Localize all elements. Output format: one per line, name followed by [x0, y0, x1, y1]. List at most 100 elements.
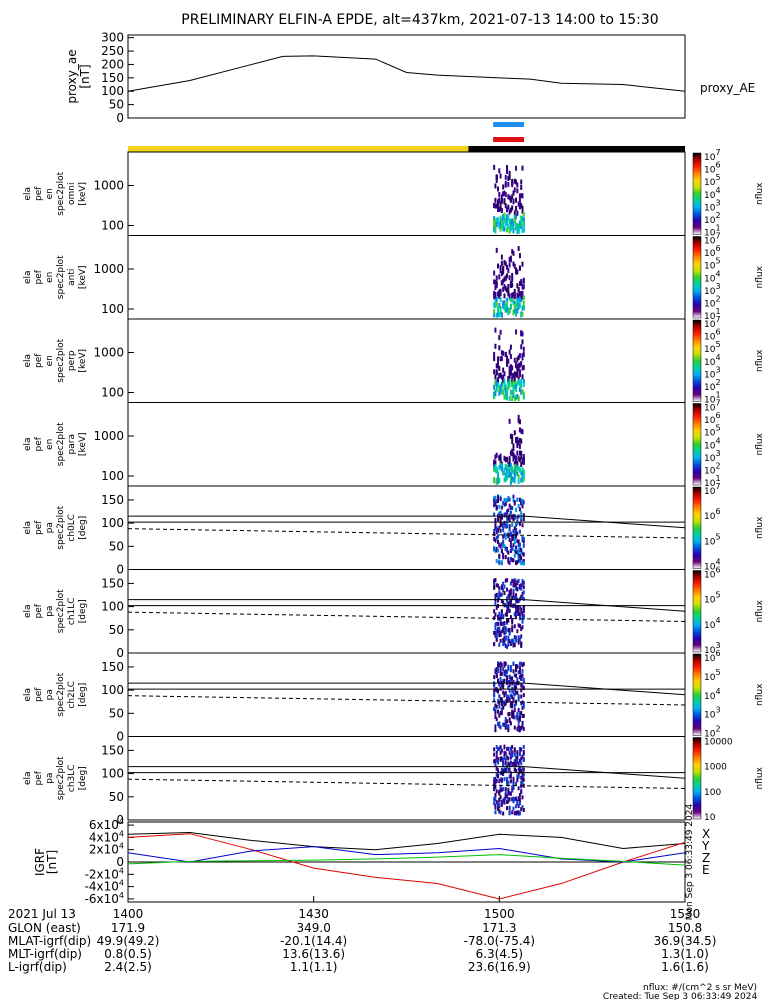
spectrogram-cell	[506, 612, 509, 617]
spectrogram-cell	[517, 363, 520, 369]
spectrogram-cell	[518, 623, 521, 628]
spectrogram-cell	[502, 685, 505, 690]
spectrogram-cell	[509, 510, 512, 515]
spectrogram-cell	[499, 592, 502, 597]
spectrogram-cell	[522, 474, 525, 480]
spectrogram-cell	[517, 609, 520, 614]
spectrogram-cell	[513, 371, 516, 377]
spectrogram-cell	[511, 711, 514, 716]
spectrogram-cell	[498, 390, 501, 396]
spectrogram-cell	[502, 681, 505, 686]
spectrogram-cell	[512, 389, 515, 395]
spectrogram-cell	[512, 536, 515, 541]
spectrogram-cell	[507, 204, 510, 210]
spectrogram-cell	[521, 474, 524, 480]
spectrogram-cell	[517, 539, 520, 544]
spectrogram-cell	[511, 276, 514, 282]
spectrogram-cell	[503, 498, 506, 503]
spectrogram-cell	[517, 440, 520, 446]
colorbar-tick-label: 10000	[704, 738, 733, 748]
spectrogram-cell	[502, 286, 505, 292]
spectrogram-cell	[516, 297, 519, 303]
orbit-row-value: 13.6(13.6)	[282, 947, 345, 961]
spectrogram-cell	[515, 768, 518, 773]
spectrogram-cell	[494, 728, 497, 733]
spectrogram-cell	[502, 587, 505, 592]
spectrogram-cell	[500, 622, 503, 627]
spectrogram-cell	[503, 216, 506, 222]
spectrogram-cell	[494, 279, 497, 285]
spectrogram-cell	[516, 372, 519, 378]
spectrogram-cell	[493, 609, 496, 614]
spectrogram-cell	[506, 587, 509, 592]
spectrogram-cell	[495, 772, 498, 777]
spectrogram-cell	[509, 703, 512, 708]
spectrogram-cell	[495, 378, 498, 384]
spectrogram-cell	[513, 301, 516, 307]
panel-ylabel: [keV]	[78, 182, 88, 206]
spectrogram-cell	[520, 561, 523, 566]
spectrogram-cell	[495, 800, 498, 805]
igrf-series-line	[127, 831, 686, 851]
spectrogram-cell	[502, 600, 505, 605]
panel-ylabel: ch2LC	[67, 681, 77, 709]
orbit-row-value: -78.0(-75.4)	[464, 934, 535, 948]
spectrogram-cell	[522, 685, 525, 690]
spectrogram-cell	[518, 529, 521, 534]
colorbar	[692, 653, 702, 736]
spectrogram-cell	[495, 758, 498, 763]
spectrogram-cell	[494, 780, 497, 785]
spectrogram-cell	[513, 579, 516, 584]
spectrogram-cell	[508, 195, 511, 201]
spectrogram-cell	[506, 216, 509, 222]
orbit-row-value: -20.1(14.4)	[280, 934, 347, 948]
spectrogram-cell	[499, 777, 502, 782]
spectrogram-cell	[504, 174, 507, 180]
spectrogram-cell	[507, 618, 510, 623]
spectrogram-cell	[517, 379, 520, 385]
spectrogram-cell	[516, 810, 519, 815]
spectrogram-cell	[503, 284, 506, 290]
spectrogram-cell	[521, 713, 524, 718]
spectrogram-cell	[516, 436, 519, 442]
spectrogram-cell	[506, 780, 509, 785]
science-mark-bar	[493, 122, 525, 127]
spectrogram-cell	[517, 720, 520, 725]
spectrogram-cell	[495, 605, 498, 610]
panel-ylabel: pef	[34, 687, 44, 702]
spectrogram-cell	[515, 682, 518, 687]
spectrogram-cell	[502, 541, 505, 546]
orbit-row-label: MLT-igrf(dip)	[8, 947, 82, 961]
spectrogram-cell	[515, 609, 518, 614]
spectrogram-cell	[515, 205, 518, 211]
spectrogram-cell	[522, 590, 525, 595]
colorbar-label: nflux	[755, 432, 765, 455]
spectrogram-cell	[502, 303, 505, 309]
spectrogram-cell	[495, 363, 498, 369]
spectrogram-cell	[516, 755, 519, 760]
spectrogram-cell	[508, 805, 511, 810]
spectrogram-cell	[500, 350, 503, 356]
spectrogram-cell	[499, 519, 502, 524]
spectrogram-cell	[506, 604, 509, 609]
spectrogram-cell	[520, 312, 523, 318]
spectrogram-cell	[521, 355, 524, 361]
spectrogram-cell	[503, 693, 506, 698]
spectrogram-cell	[494, 762, 497, 767]
panel-ylabel: [deg]	[78, 766, 88, 790]
spectrogram-cell	[509, 721, 512, 726]
spectrogram-cell	[508, 524, 511, 529]
spectrogram-cell	[500, 505, 503, 510]
spectrogram-cell	[504, 535, 507, 540]
spectrogram-cell	[516, 711, 519, 716]
spectrogram-cell	[518, 711, 521, 716]
spectrogram-cell	[513, 762, 516, 767]
spectrogram-cell	[497, 806, 500, 811]
spectrogram-cell	[521, 673, 524, 678]
colorbar	[692, 152, 702, 235]
spectrogram-cell	[515, 690, 518, 695]
spectrogram-cell	[520, 747, 523, 752]
colorbar-tick-label: 106	[704, 507, 721, 522]
spectrogram-cell	[506, 746, 509, 751]
